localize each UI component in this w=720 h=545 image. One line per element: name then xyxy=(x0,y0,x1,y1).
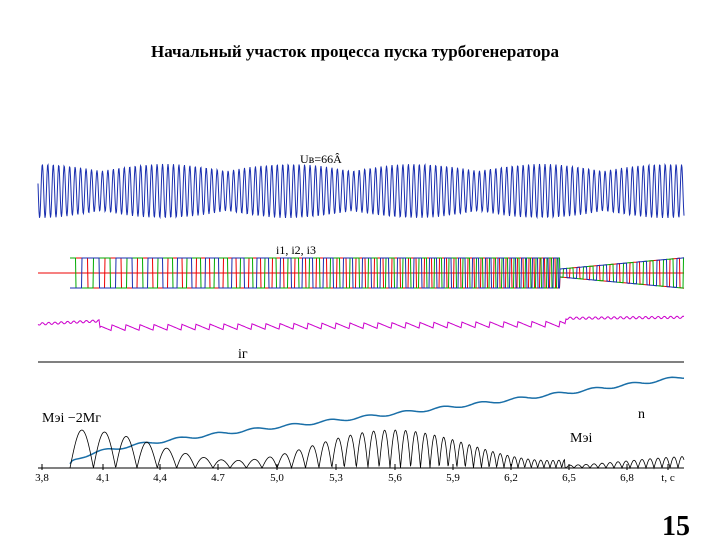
torque-diff-label: Mэi −2Mг xyxy=(42,411,101,426)
field-current-label: iг xyxy=(238,347,248,362)
currents-label: i1, i2, i3 xyxy=(276,243,316,257)
time-tick-label: t, c xyxy=(661,472,675,484)
time-tick-label: 3,8 xyxy=(35,472,49,484)
time-tick-label: 5,6 xyxy=(388,472,402,484)
field-voltage-trace xyxy=(37,315,685,332)
voltage-label: Uв=66Â xyxy=(300,152,342,166)
phase-current-trace xyxy=(70,257,685,289)
torque-trace xyxy=(69,429,685,470)
time-tick-label: 6,2 xyxy=(504,472,518,484)
time-tick-label: 4,4 xyxy=(153,472,167,484)
time-tick-label: 5,0 xyxy=(270,472,284,484)
speed-trace xyxy=(69,376,685,465)
time-tick-label: 4,1 xyxy=(96,472,110,484)
torque-label: Mэi xyxy=(570,431,592,446)
time-tick-label: 5,3 xyxy=(329,472,343,484)
speed-label: n xyxy=(638,407,645,422)
phase-current-trace xyxy=(70,257,685,289)
voltage-trace xyxy=(37,162,685,220)
time-tick-label: 4.7 xyxy=(211,472,225,484)
time-tick-label: 6,8 xyxy=(620,472,634,484)
page-number: 15 xyxy=(662,511,690,540)
slide-title: Начальный участок процесса пуска турбоге… xyxy=(151,42,560,61)
time-tick-label: 5,9 xyxy=(446,472,460,484)
time-tick-label: 6,5 xyxy=(562,472,576,484)
